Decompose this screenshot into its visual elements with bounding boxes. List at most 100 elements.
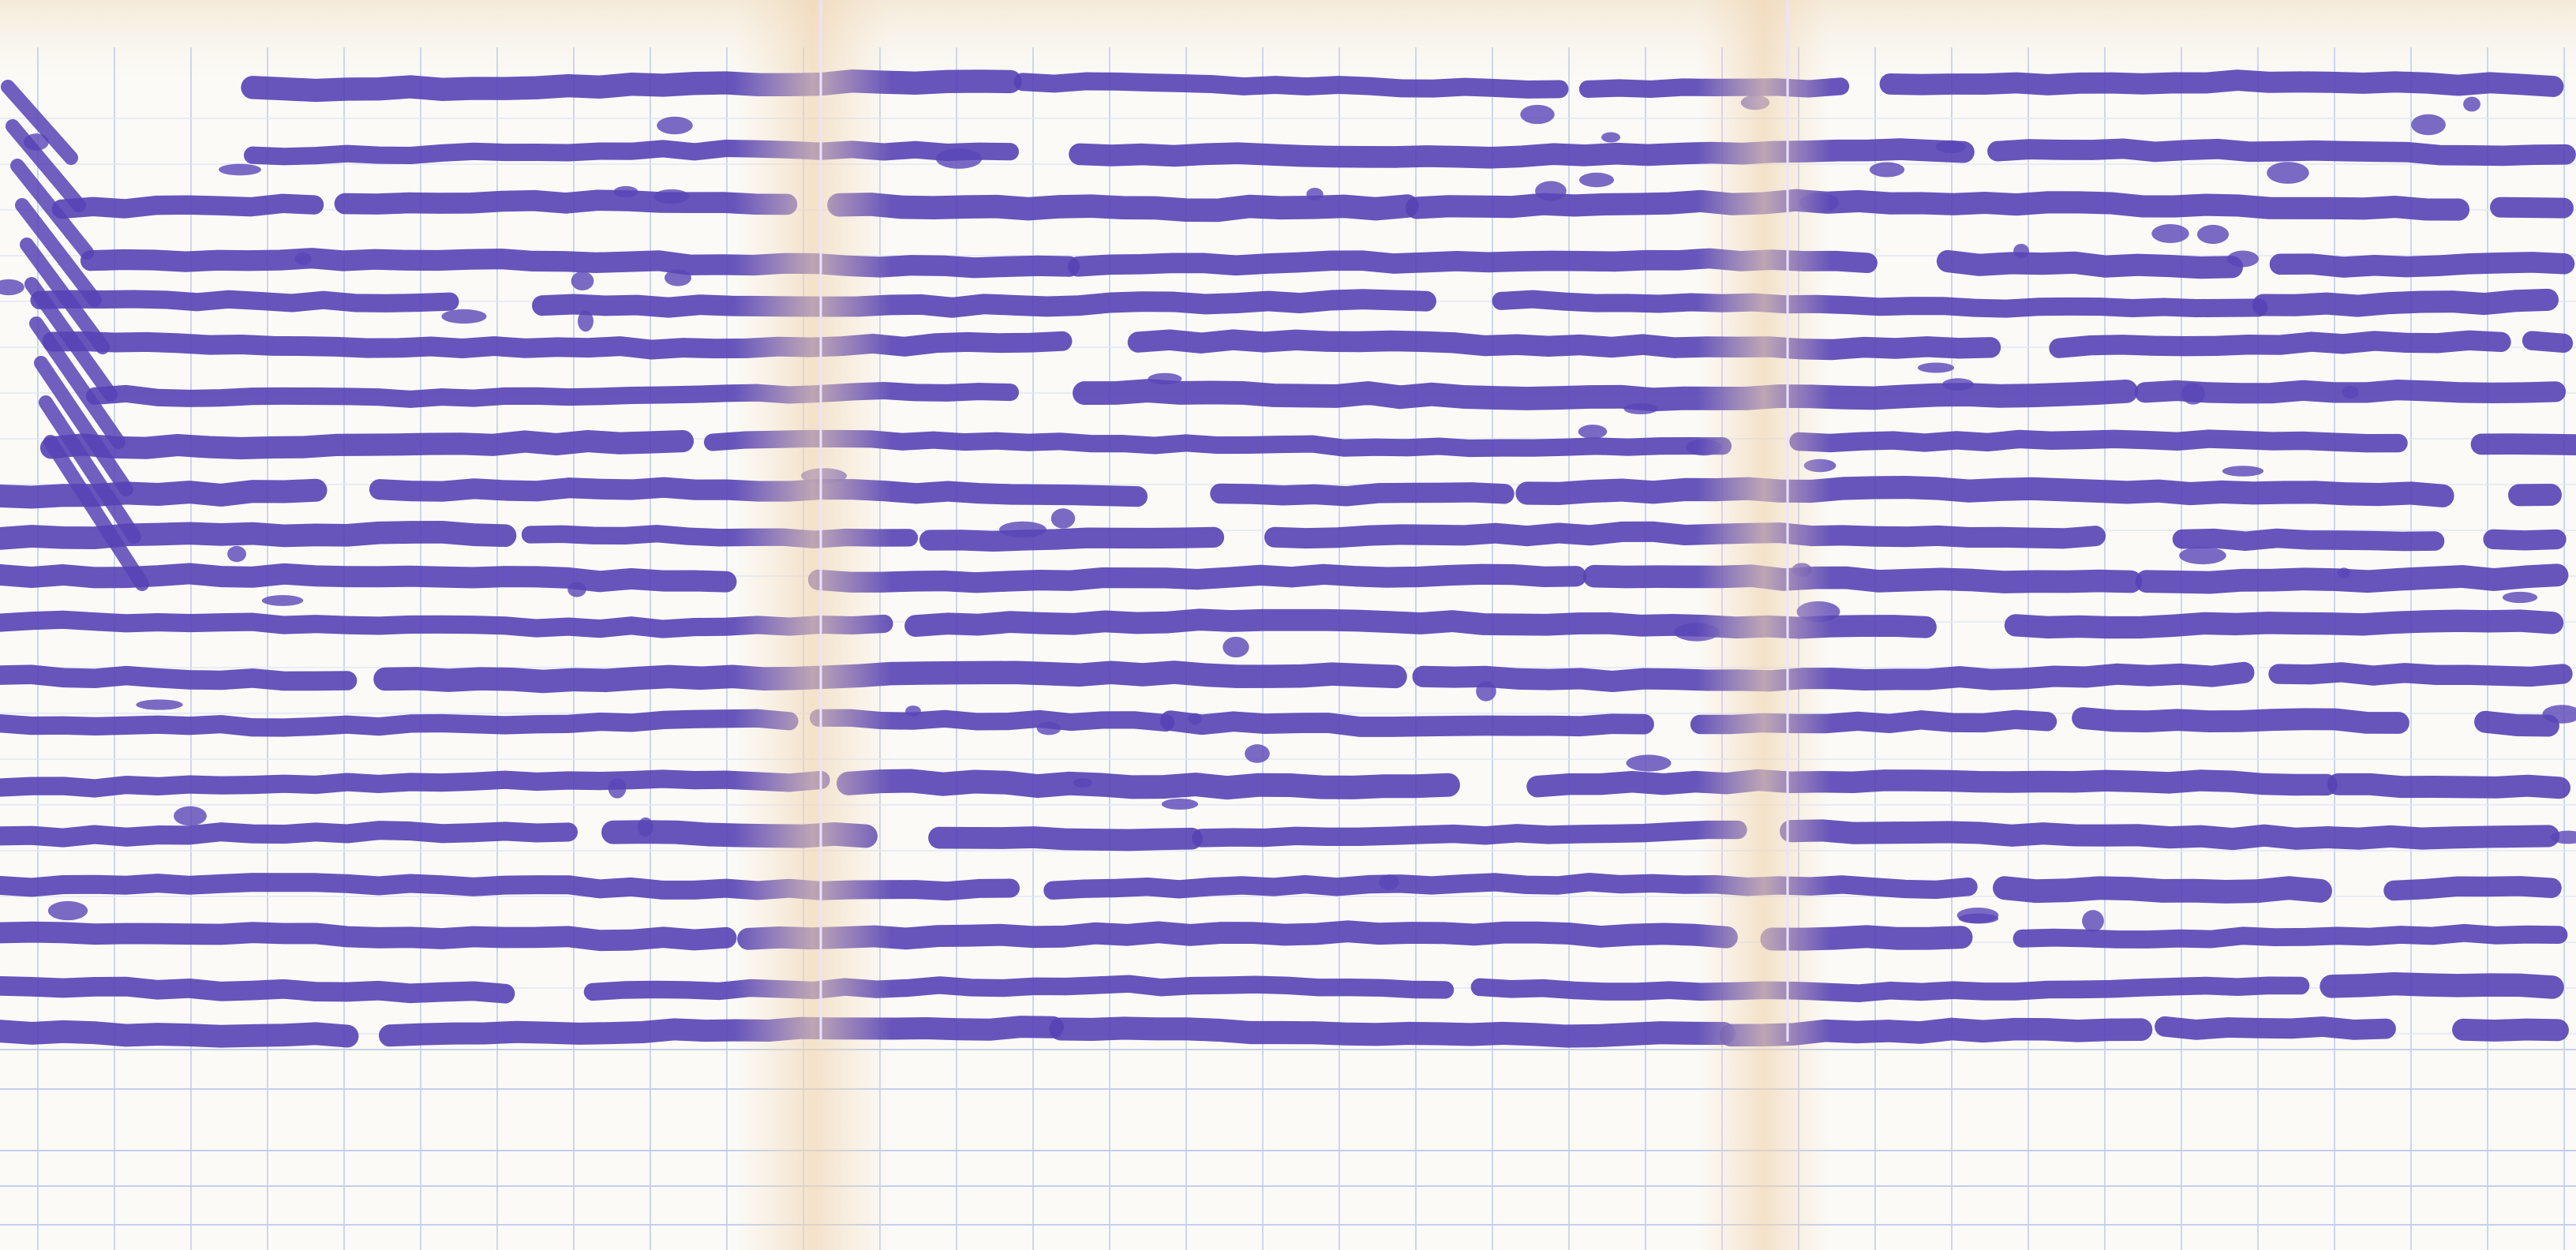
trace-streak (15, 198, 102, 307)
trace-blob (2222, 466, 2264, 477)
trace-blob (1161, 798, 1199, 810)
trace-band (827, 193, 1419, 223)
trace-blob (1869, 162, 1905, 178)
trace-band (241, 69, 1022, 103)
trace-band (2004, 609, 2564, 639)
trace-blob (2411, 114, 2446, 136)
trace-band (2172, 528, 2445, 552)
trace-blob (47, 900, 88, 921)
trace-blob (2082, 910, 2104, 932)
trace-blob (174, 806, 207, 826)
trace-band (1582, 564, 2143, 593)
trace-blob (1942, 378, 1974, 391)
trace-blob (2196, 224, 2230, 245)
trace-band (0, 821, 578, 848)
trace-blob (136, 699, 183, 710)
fold-shade (1697, 0, 1831, 1250)
trace-streak (29, 316, 125, 449)
trace-band (2049, 330, 2511, 358)
trace-blob (1626, 754, 1672, 772)
trace-band (2155, 1016, 2396, 1040)
trace-band (1993, 876, 2332, 904)
trace-streak (10, 159, 94, 260)
trace-band (1405, 189, 2470, 221)
trace-band (0, 709, 799, 737)
trace-streak (24, 277, 118, 402)
trace-band (0, 769, 830, 798)
trace-band (0, 478, 328, 509)
trace-band (1013, 72, 1569, 99)
trace-streak (1, 80, 78, 165)
trace-blob (2550, 830, 2576, 844)
trace-blob (657, 116, 693, 135)
trace-band (1470, 976, 2310, 1003)
trace-band (1412, 661, 2255, 693)
trace-blob (571, 271, 594, 291)
trace-band (0, 520, 517, 550)
trace-band (1160, 710, 1654, 737)
grid (0, 47, 2576, 1250)
trace-band (919, 526, 1225, 552)
trace-blob (1245, 744, 1270, 763)
trace-band (1789, 429, 2408, 453)
trace-band (1210, 482, 1515, 507)
trace-blob (227, 545, 246, 563)
trace-blob (1917, 362, 1955, 373)
trace-blob (219, 163, 261, 176)
trace-blob (1036, 721, 1061, 735)
trace-band (807, 563, 1587, 593)
trace-streak (34, 356, 133, 496)
trace-band (837, 769, 1460, 800)
trace-band (532, 289, 1436, 318)
trace-blob (2151, 224, 2189, 243)
trace-blob (441, 309, 487, 324)
trace-band (0, 921, 737, 952)
trace-blob (613, 185, 638, 198)
trace-blob (1623, 402, 1658, 415)
trace-blob (2226, 250, 2260, 268)
trace-blob (653, 189, 690, 204)
trace-band (2320, 971, 2564, 999)
trace-streak (43, 435, 149, 591)
trace-blob (2013, 243, 2029, 259)
trace-band (2072, 707, 2409, 734)
trace-blob (0, 279, 24, 296)
trace-band (80, 248, 1080, 279)
trace-blob (1050, 508, 1076, 529)
trace-blob (578, 310, 593, 332)
trace-blob (1601, 132, 1621, 143)
trace-blob (567, 582, 586, 597)
trace-band (1515, 476, 2454, 507)
trace-blob (1520, 104, 1555, 125)
trace-streak (39, 395, 141, 544)
trace-band (1936, 249, 2244, 279)
trace-band (2135, 563, 2569, 594)
trace-band (2452, 1018, 2569, 1042)
trace-blob (1306, 188, 1324, 200)
trace-band (1264, 521, 2106, 549)
trace-blob (2267, 162, 2309, 184)
trace-band (583, 975, 1455, 1001)
trace-blob (1379, 874, 1399, 890)
trace-band (1779, 819, 2560, 851)
paper-edge (0, 0, 2576, 87)
trace-band (1049, 1016, 1735, 1048)
trace-band (2483, 529, 2567, 551)
trace-blob (999, 521, 1046, 538)
trace-band (2269, 252, 2575, 278)
trace-band (1192, 820, 1747, 848)
trace-blob (638, 817, 653, 837)
trace-blob (2179, 546, 2226, 565)
trace-band (928, 826, 1203, 851)
trace-band (0, 976, 515, 1004)
trace-blob (1073, 777, 1093, 788)
trace-blob (1578, 425, 1608, 439)
trace-band (1492, 290, 2268, 318)
trace-blob (935, 148, 983, 169)
trace-band (1879, 69, 2564, 97)
trace-band (1073, 379, 2138, 412)
trace-blob (1935, 140, 1967, 154)
trace-band (1526, 769, 2338, 798)
trace-band (1987, 138, 2576, 167)
